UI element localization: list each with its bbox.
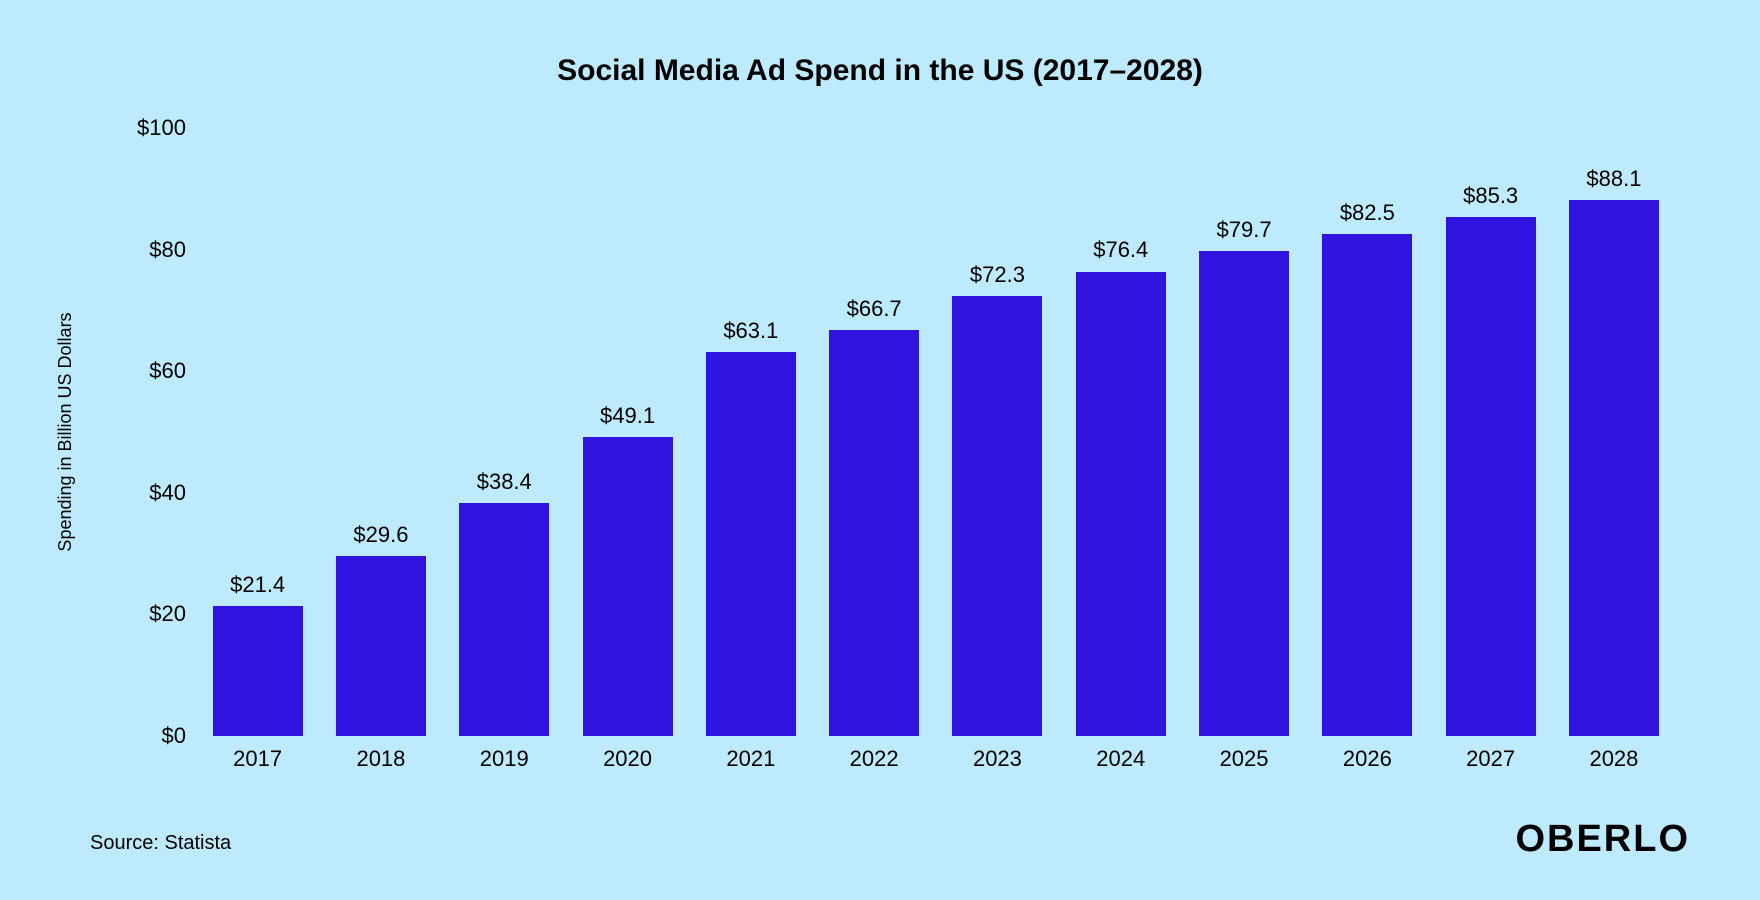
bar-value-label: $76.4 <box>1093 237 1148 263</box>
bar <box>583 437 673 736</box>
x-tick-label: 2023 <box>973 746 1022 772</box>
x-tick-label: 2024 <box>1096 746 1145 772</box>
x-tick-label: 2020 <box>603 746 652 772</box>
y-tick-label: $40 <box>116 480 186 506</box>
y-tick-label: $60 <box>116 358 186 384</box>
bar-value-label: $66.7 <box>847 296 902 322</box>
bar <box>1199 251 1289 736</box>
y-tick-label: $80 <box>116 237 186 263</box>
chart-canvas: Social Media Ad Spend in the US (2017–20… <box>0 0 1760 900</box>
x-tick-label: 2026 <box>1343 746 1392 772</box>
x-tick-label: 2022 <box>850 746 899 772</box>
bar-value-label: $38.4 <box>477 469 532 495</box>
bar <box>459 503 549 736</box>
bar-value-label: $21.4 <box>230 572 285 598</box>
x-tick-label: 2021 <box>726 746 775 772</box>
y-tick-label: $20 <box>116 601 186 627</box>
bar <box>336 556 426 736</box>
y-tick-label: $100 <box>116 115 186 141</box>
x-tick-label: 2019 <box>480 746 529 772</box>
x-tick-label: 2025 <box>1220 746 1269 772</box>
bar-value-label: $29.6 <box>353 522 408 548</box>
bar <box>1322 234 1412 736</box>
bar <box>952 296 1042 736</box>
bar-value-label: $72.3 <box>970 262 1025 288</box>
bar <box>1569 200 1659 736</box>
bar <box>829 330 919 736</box>
source-text: Source: Statista <box>90 832 231 855</box>
x-tick-label: 2017 <box>233 746 282 772</box>
y-axis-label: Spending in Billion US Dollars <box>55 312 76 551</box>
bar <box>1076 272 1166 737</box>
y-tick-label: $0 <box>116 723 186 749</box>
chart-title: Social Media Ad Spend in the US (2017–20… <box>0 54 1760 88</box>
bar <box>1446 217 1536 736</box>
bar <box>706 352 796 736</box>
x-tick-label: 2028 <box>1589 746 1638 772</box>
plot-area <box>196 128 1676 736</box>
bar-value-label: $79.7 <box>1217 217 1272 243</box>
bar-value-label: $88.1 <box>1586 166 1641 192</box>
bar-value-label: $49.1 <box>600 403 655 429</box>
bar-value-label: $63.1 <box>723 318 778 344</box>
x-tick-label: 2018 <box>356 746 405 772</box>
bar-value-label: $85.3 <box>1463 183 1518 209</box>
bar-value-label: $82.5 <box>1340 200 1395 226</box>
x-tick-label: 2027 <box>1466 746 1515 772</box>
brand-logo: OBERLO <box>1515 818 1690 861</box>
bar <box>213 606 303 736</box>
